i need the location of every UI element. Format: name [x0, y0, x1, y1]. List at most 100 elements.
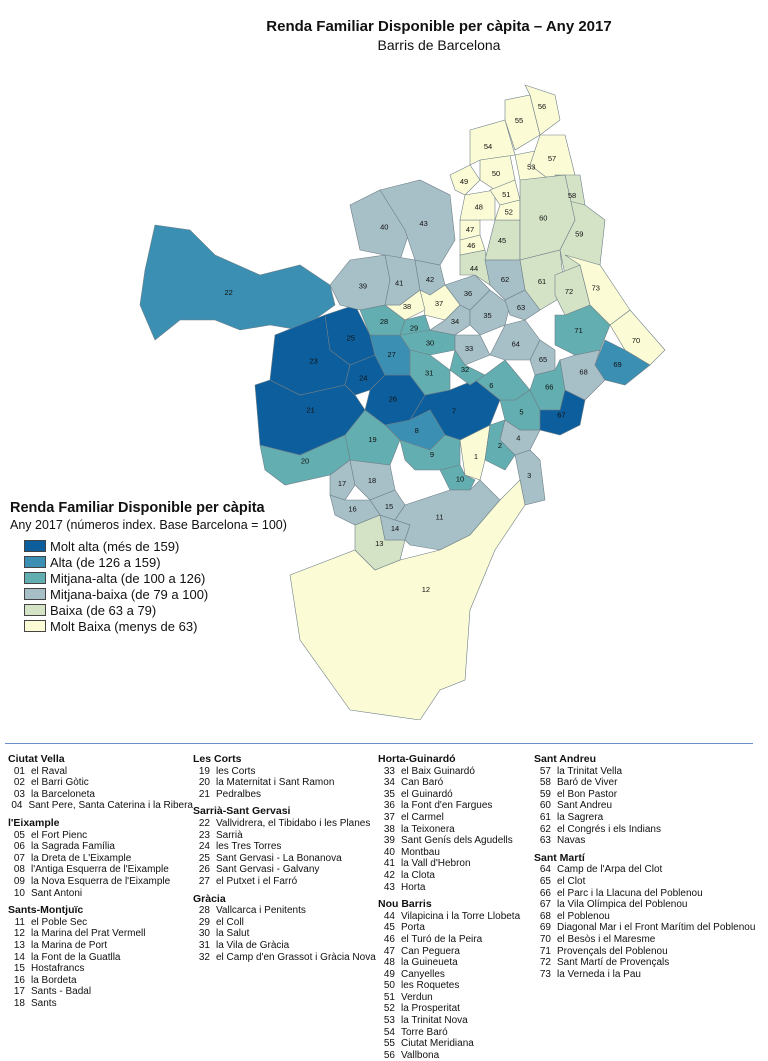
index-row: 58 Baró de Viver: [534, 777, 764, 789]
index-number: 39: [383, 835, 395, 847]
index-name: Sants: [31, 997, 57, 1009]
index-row: 23 Sarrià: [193, 830, 378, 842]
neighborhood-label: 43: [419, 219, 427, 228]
index-row: 49 Canyelles: [378, 969, 563, 981]
neighborhood-label: 25: [347, 334, 355, 343]
legend-title: Renda Familiar Disponible per càpita: [10, 500, 265, 516]
index-number: 70: [539, 933, 551, 945]
index-number: 01: [13, 765, 25, 777]
index-name: la Verneda i la Pau: [557, 968, 641, 980]
index-row: 26 Sant Gervasi - Galvany: [193, 864, 378, 876]
index-row: 41 la Vall d'Hebron: [378, 858, 563, 870]
neighborhood-area: [524, 84, 561, 136]
neighborhood-area: [469, 119, 516, 166]
neighborhood-label: 71: [574, 326, 582, 335]
index-row: 67 la Vila Olímpica del Poblenou: [534, 899, 764, 911]
legend-swatch: [24, 540, 46, 552]
index-row: 14 la Font de la Guatlla: [8, 952, 193, 964]
neighborhood-label: 67: [557, 410, 565, 419]
neighborhood-label: 39: [359, 282, 367, 291]
index-name: el Bon Pastor: [557, 788, 618, 800]
index-name: la Marina del Prat Vermell: [31, 928, 146, 940]
neighborhood-label: 17: [338, 479, 346, 488]
index-name: Provençals del Poblenou: [557, 945, 668, 957]
index-row: 46 el Turó de la Peira: [378, 934, 563, 946]
index-row: 34 Can Baró: [378, 777, 563, 789]
index-number: 08: [13, 864, 25, 876]
neighborhood-area: [504, 94, 541, 151]
legend-swatch: [24, 620, 46, 632]
index-name: Vallvidrera, el Tibidabo i les Planes: [216, 817, 371, 829]
index-name: Can Baró: [401, 777, 444, 789]
index-row: 18 Sants: [8, 998, 193, 1010]
neighborhood-label: 56: [538, 102, 546, 111]
index-name: el Besòs i el Maresme: [557, 933, 656, 945]
index-row: 51 Verdun: [378, 992, 563, 1004]
neighborhood-label: 27: [388, 350, 396, 359]
neighborhood-label: 20: [301, 457, 309, 466]
index-number: 57: [539, 765, 551, 777]
index-name: el Coll: [216, 916, 244, 928]
index-name: Pedralbes: [216, 788, 262, 800]
neighborhood-label: 28: [380, 317, 388, 326]
neighborhood-label: 37: [435, 299, 443, 308]
index-row: 50 les Roquetes: [378, 980, 563, 992]
index-row: 15 Hostafrancs: [8, 963, 193, 975]
neighborhood-label: 46: [467, 241, 475, 250]
index-row: 66 el Parc i la Llacuna del Poblenou: [534, 888, 764, 900]
neighborhood-label: 8: [415, 426, 419, 435]
index-name: la Trinitat Vella: [557, 765, 623, 777]
index-row: 52 la Prosperitat: [378, 1003, 563, 1015]
index-number: 12: [13, 928, 25, 940]
neighborhood-label: 73: [592, 284, 600, 293]
neighborhood-label: 72: [565, 287, 573, 296]
index-name: la Bordeta: [31, 974, 77, 986]
index-name: la Font de la Guatlla: [31, 951, 121, 963]
legend-item: Molt alta (més de 159): [10, 538, 310, 554]
index-row: 54 Torre Baró: [378, 1027, 563, 1039]
map-title: Renda Familiar Disponible per càpita – A…: [266, 18, 612, 35]
neighborhood-area: [454, 334, 491, 366]
neighborhood-label: 55: [515, 116, 523, 125]
index-name: la Sagrera: [557, 811, 604, 823]
neighborhood-label: 64: [512, 339, 520, 348]
neighborhood-label: 42: [426, 275, 434, 284]
index-name: Sant Pere, Santa Caterina i la Ribera: [28, 800, 193, 812]
neighborhood-area: [409, 349, 451, 396]
legend-label: Mitjana-alta (de 100 a 126): [50, 570, 206, 586]
index-name: Sant Genís dels Agudells: [401, 835, 513, 847]
index-number: 55: [383, 1038, 395, 1050]
index-number: 72: [539, 957, 551, 969]
index-row: 35 el Guinardó: [378, 789, 563, 801]
index-row: 72 Sant Martí de Provençals: [534, 957, 764, 969]
neighborhood-label: 60: [539, 214, 547, 223]
neighborhood-label: 49: [460, 177, 468, 186]
index-row: 13 la Marina de Port: [8, 940, 193, 952]
index-number: 61: [539, 811, 551, 823]
legend-items: Molt alta (més de 159) Alta (de 126 a 159…: [10, 538, 310, 634]
neighborhood-label: 3: [527, 471, 531, 480]
index-number: 73: [539, 968, 551, 980]
index-row: 07 la Dreta de L'Eixample: [8, 853, 193, 865]
index-name: la Teixonera: [401, 823, 455, 835]
neighborhood-area: [379, 179, 456, 266]
index-name: Camp de l'Arpa del Clot: [557, 864, 663, 876]
index-row: 47 Can Peguera: [378, 946, 563, 958]
index-row: 39 Sant Genís dels Agudells: [378, 835, 563, 847]
neighborhood-label: 21: [306, 405, 314, 414]
index-number: 36: [383, 800, 395, 812]
neighborhood-label: 15: [385, 502, 393, 511]
index-number: 50: [383, 980, 395, 992]
index-name: el Poblenou: [557, 910, 610, 922]
index-name: la Maternitat i Sant Ramon: [216, 777, 335, 789]
index-number: 54: [383, 1026, 395, 1038]
index-name: la Barceloneta: [31, 788, 95, 800]
legend-subtitle: Any 2017 (números index. Base Barcelona …: [10, 518, 287, 532]
index-row: 06 la Sagrada Família: [8, 841, 193, 853]
index-name: la Vila de Gràcia: [216, 939, 290, 951]
neighborhood-label: 24: [359, 374, 367, 383]
index-row: 32 el Camp d'en Grassot i Gràcia Nova: [193, 952, 378, 964]
neighborhood-label: 19: [368, 435, 376, 444]
district-heading: Sants-Montjuïc: [8, 904, 84, 917]
